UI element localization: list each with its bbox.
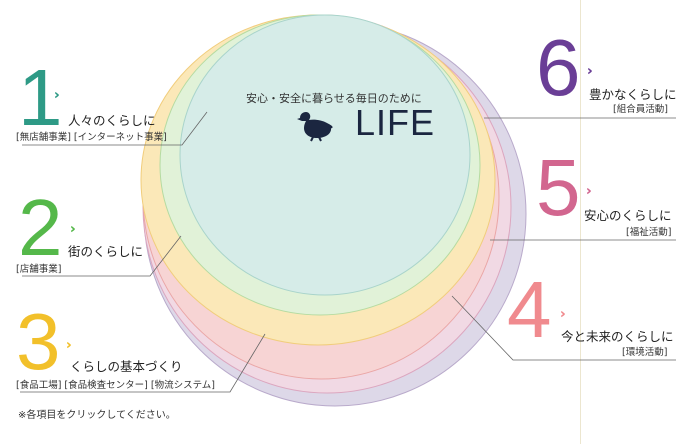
item-3-chevron-icon: ›› [66, 338, 70, 353]
item-4-sub: [環境活動] [622, 347, 668, 358]
center-tagline: 安心・安全に暮らせる毎日のために [246, 92, 422, 105]
item-4-title: 今と未来のくらしに [561, 329, 674, 344]
leader-3 [20, 333, 266, 393]
item-4-number: 4 [507, 265, 552, 354]
item-6-sub: [組合員活動] [613, 104, 668, 115]
duck-icon [297, 112, 333, 142]
divider-line [580, 0, 581, 444]
ring-1[interactable] [179, 14, 471, 296]
item-5-title: 安心のくらしに [584, 208, 672, 223]
item-4-chevron-icon: ›› [560, 307, 564, 322]
item-5-sub: [福祉活動] [626, 227, 672, 238]
item-5-number: 5 [536, 143, 581, 232]
instruction-note: ※各項目をクリックしてください。 [18, 410, 176, 421]
item-6-chevron-icon: ›› [587, 64, 591, 79]
item-1-sub: [無店舗事業] [インターネット事業] [16, 132, 167, 143]
life-logo: LIFE [355, 102, 436, 143]
item-1-title: 人々のくらしに [68, 113, 156, 128]
item-3-title: くらしの基本づくり [70, 359, 183, 374]
item-1-number: 1 [18, 53, 63, 142]
item-2-chevron-icon: ›› [70, 222, 74, 237]
item-2-title: 街のくらしに [68, 244, 144, 259]
leader-1 [22, 111, 208, 146]
item-6-title: 豊かなくらしに [589, 87, 677, 102]
leader-2 [22, 235, 182, 277]
item-3-number: 3 [16, 297, 61, 386]
item-2-number: 2 [18, 183, 63, 272]
leader-4 [451, 295, 676, 361]
item-5-chevron-icon: ›› [586, 184, 590, 199]
item-6-number: 6 [536, 23, 581, 112]
item-3-sub: [食品工場] [食品検査センター] [物流システム] [16, 380, 215, 391]
item-1-chevron-icon: ›› [54, 88, 58, 103]
item-2-sub: [店舗事業] [16, 264, 62, 275]
